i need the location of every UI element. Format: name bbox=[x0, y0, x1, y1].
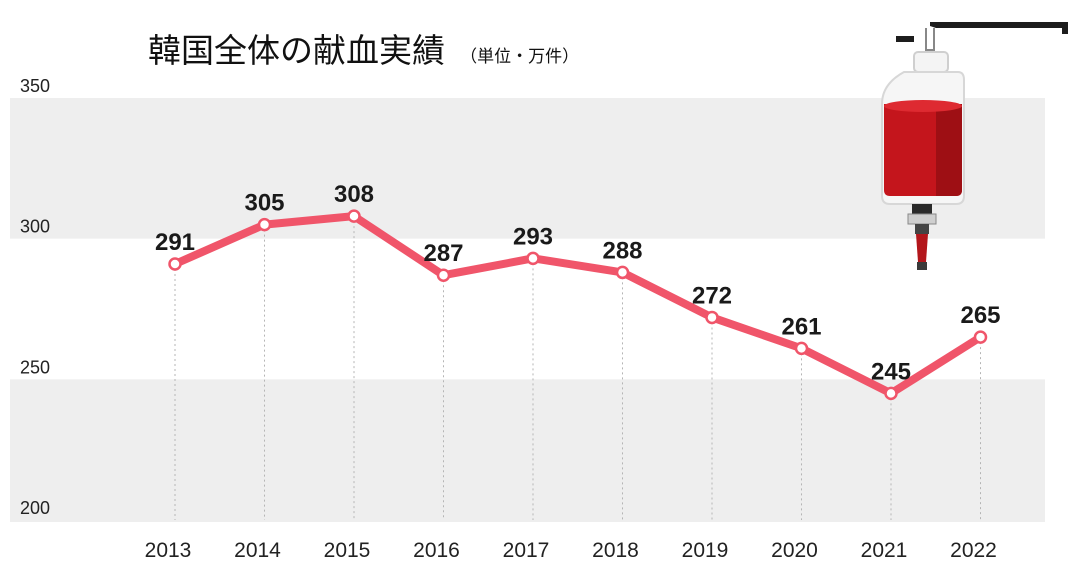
chart-title-row: 韓国全体の献血実績 （単位・万件） bbox=[148, 24, 579, 72]
data-label: 288 bbox=[602, 237, 642, 264]
series-line bbox=[171, 212, 985, 398]
vertical-guides bbox=[174, 216, 981, 520]
y-axis: 200 250 300 350 bbox=[20, 76, 50, 518]
series-path bbox=[171, 212, 985, 398]
data-labels: 291 305 308 287 293 288 272 261 245 265 bbox=[155, 181, 1001, 385]
x-tick-label: 2016 bbox=[413, 539, 460, 562]
band-200-250 bbox=[10, 379, 1045, 520]
x-tick-label: 2020 bbox=[771, 539, 818, 562]
x-tick-label: 2013 bbox=[145, 539, 192, 562]
y-tick-label: 250 bbox=[20, 357, 50, 377]
data-label: 293 bbox=[513, 223, 553, 250]
data-point bbox=[973, 330, 988, 344]
data-point bbox=[794, 341, 809, 356]
x-tick-label: 2022 bbox=[950, 539, 997, 562]
data-label: 291 bbox=[155, 229, 195, 256]
x-tick-label: 2021 bbox=[861, 539, 908, 562]
background-bands bbox=[10, 98, 1045, 522]
y-tick-label: 200 bbox=[20, 498, 50, 518]
data-points bbox=[168, 209, 988, 401]
data-point bbox=[884, 386, 898, 401]
data-point bbox=[436, 268, 451, 282]
data-label: 261 bbox=[781, 313, 821, 340]
data-point bbox=[615, 265, 630, 280]
y-tick-label: 350 bbox=[20, 76, 50, 96]
chart-unit-subtitle: （単位・万件） bbox=[460, 47, 580, 67]
x-tick-label: 2017 bbox=[503, 539, 550, 562]
data-label: 305 bbox=[244, 190, 284, 217]
blood-bag-icon bbox=[881, 22, 1068, 270]
data-label: 272 bbox=[692, 282, 732, 309]
data-label: 287 bbox=[423, 240, 463, 267]
data-point bbox=[526, 251, 540, 266]
y-tick-label: 300 bbox=[20, 217, 50, 237]
data-label: 308 bbox=[334, 181, 374, 208]
chart-title: 韓国全体の献血実績 bbox=[148, 31, 445, 70]
data-point bbox=[168, 257, 182, 271]
x-axis: 2013 2014 2015 2016 2017 2018 2019 2020 2021 2022 bbox=[145, 539, 997, 562]
x-tick-label: 2014 bbox=[234, 539, 281, 562]
x-tick-label: 2015 bbox=[324, 539, 371, 562]
data-label: 265 bbox=[960, 302, 1000, 329]
data-point bbox=[705, 310, 719, 325]
data-point bbox=[347, 209, 361, 223]
x-tick-label: 2019 bbox=[682, 539, 729, 562]
x-tick-label: 2018 bbox=[592, 539, 639, 562]
data-label: 245 bbox=[871, 358, 911, 385]
band-300-350 bbox=[10, 98, 1045, 239]
data-point bbox=[257, 217, 272, 232]
